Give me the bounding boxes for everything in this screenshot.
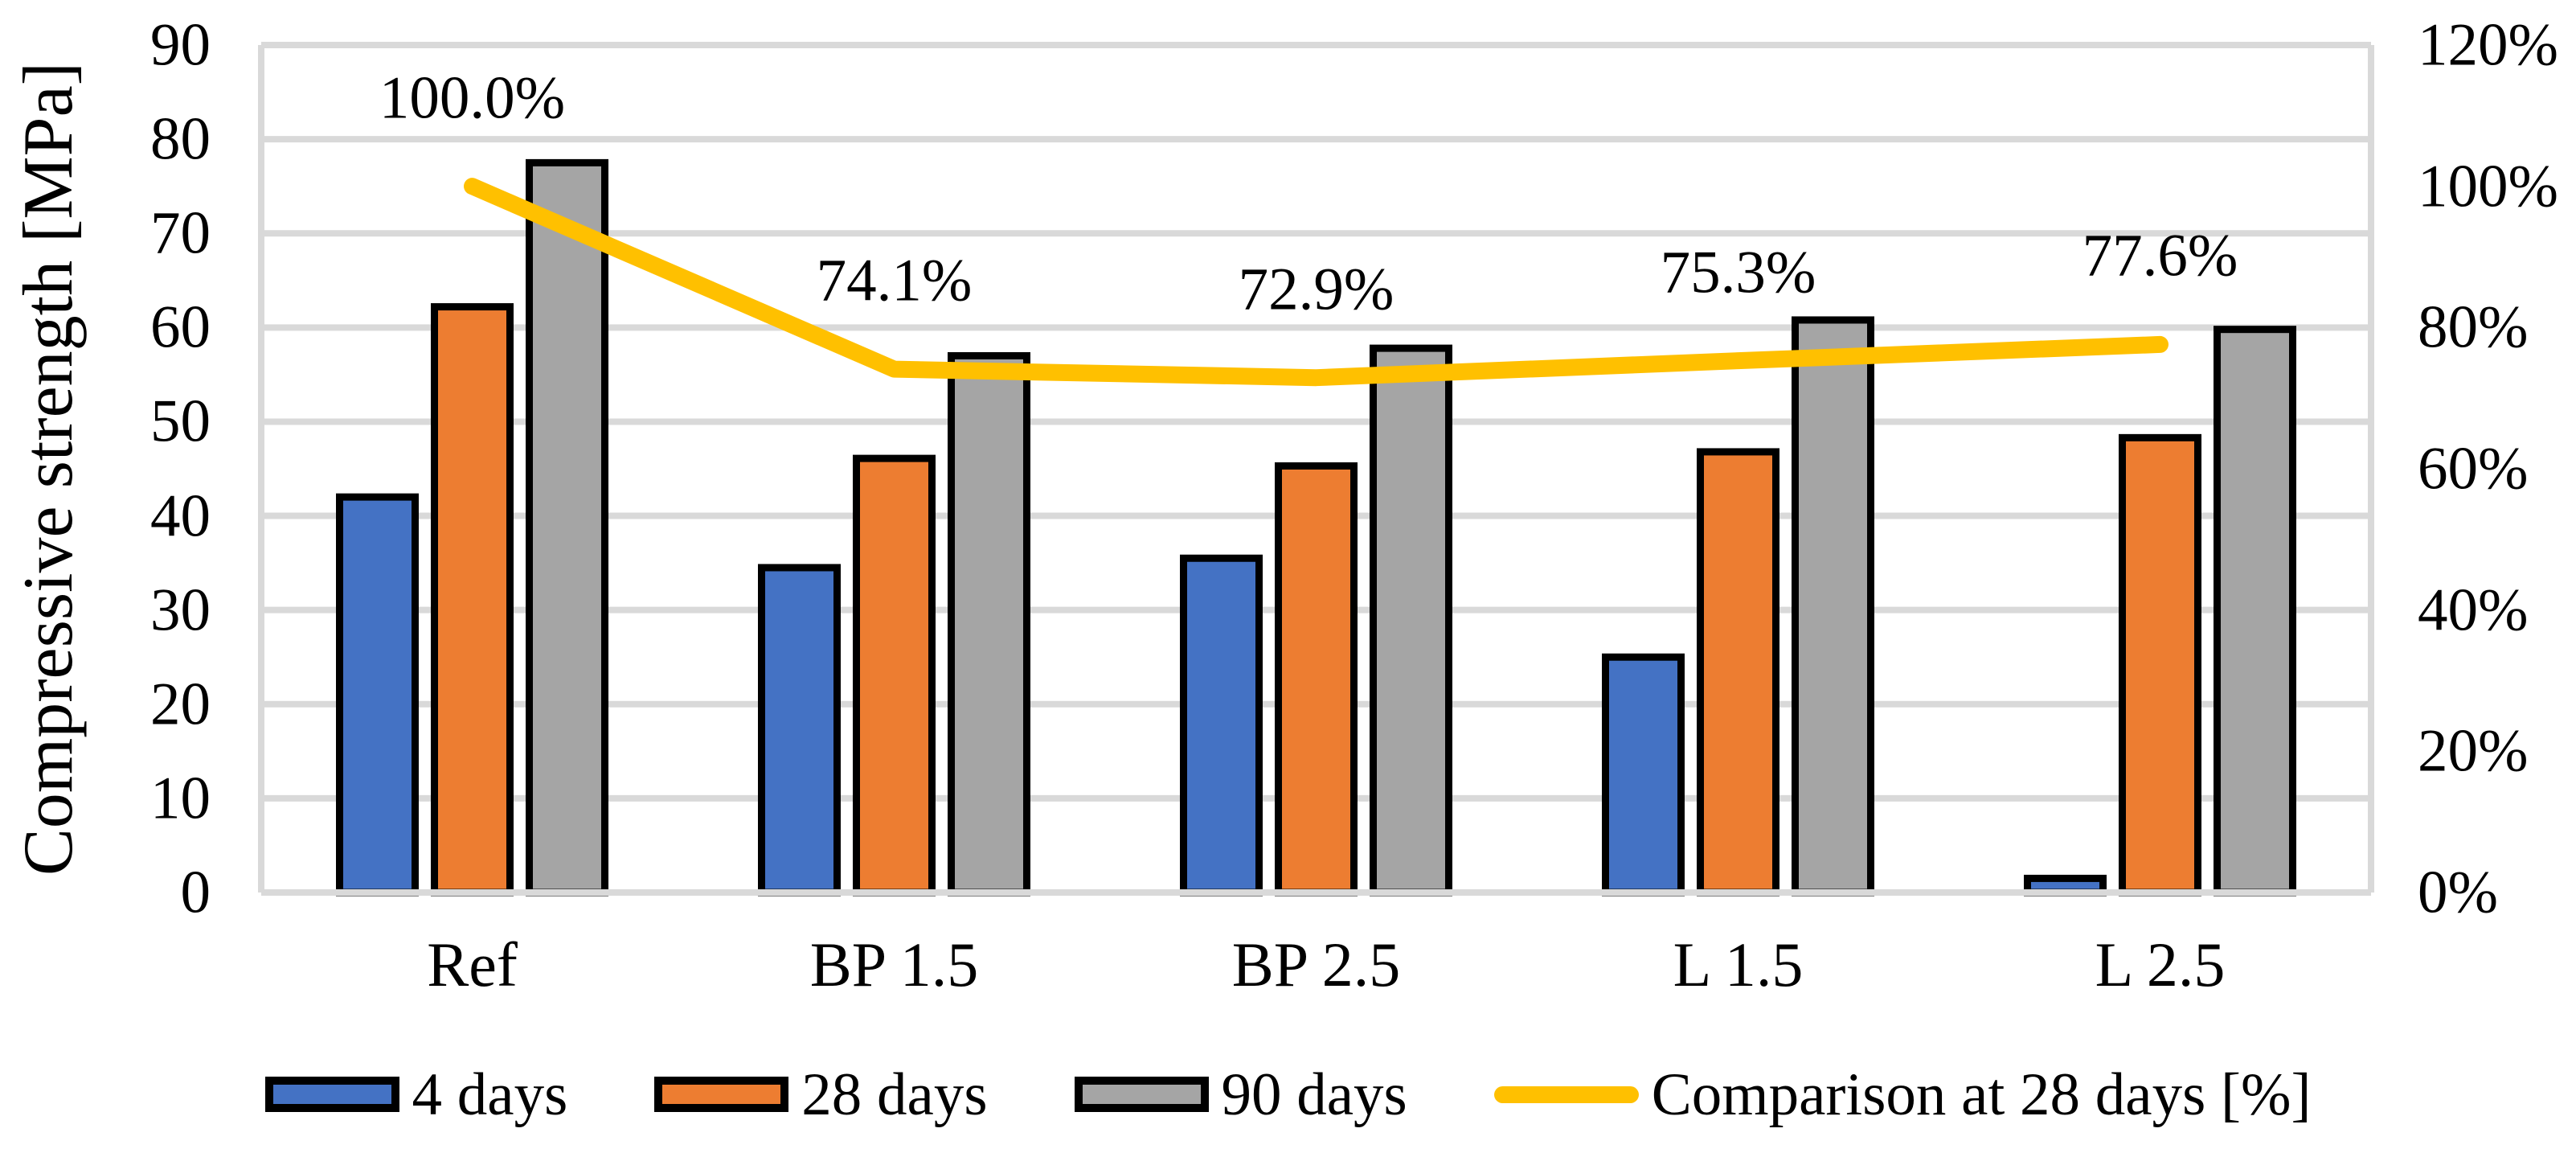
bar-4-days-Ref [336, 493, 419, 897]
category-label-BP-1.5: BP 1.5 [809, 929, 979, 999]
left-axis-tick-10: 10 [150, 765, 211, 832]
legend-swatch-icon [654, 1077, 789, 1112]
line-point-label-Ref: 100.0% [379, 64, 566, 132]
right-axis-tick-80%: 80% [2418, 293, 2529, 361]
category-label-L-1.5: L 1.5 [1673, 929, 1804, 999]
line-point-label-L-2.5: 77.6% [2082, 222, 2238, 289]
legend-label: 90 days [1221, 1061, 1407, 1128]
bar-28-days-BP-1.5 [853, 454, 936, 897]
left-axis-tick-90: 90 [150, 11, 211, 79]
bar-90-days-L-2.5 [2214, 326, 2296, 897]
left-axis-tick-20: 20 [150, 671, 211, 738]
left-axis-tick-70: 70 [150, 199, 211, 267]
bar-90-days-Ref [526, 158, 608, 897]
left-axis-tick-60: 60 [150, 293, 211, 361]
right-axis-tick-40%: 40% [2418, 577, 2529, 644]
bar-28-days-BP-2.5 [1275, 462, 1358, 897]
legend-line-icon [1493, 1085, 1639, 1103]
legend-item-4-days: 4 days [264, 1061, 568, 1128]
right-axis-tick-0%: 0% [2418, 859, 2498, 926]
line-point-label-BP-2.5: 72.9% [1238, 256, 1394, 323]
legend-label: 28 days [801, 1061, 988, 1128]
bar-90-days-L-1.5 [1792, 316, 1874, 897]
category-label-Ref: Ref [427, 929, 518, 999]
legend-swatch-icon [264, 1077, 399, 1112]
bar-90-days-BP-1.5 [948, 351, 1030, 897]
bar-28-days-Ref [431, 303, 514, 897]
legend-item-28-days: 28 days [654, 1061, 988, 1128]
right-axis-tick-100%: 100% [2418, 153, 2558, 220]
y-axis-title: Compressive strength [MPa] [10, 62, 88, 876]
right-axis-tick-120%: 120% [2418, 11, 2558, 79]
comparison-line [464, 178, 2169, 387]
right-axis-tick-20%: 20% [2418, 717, 2529, 785]
line-point-label-L-1.5: 75.3% [1660, 239, 1816, 306]
left-axis-tick-50: 50 [150, 388, 211, 455]
right-axis-tick-60%: 60% [2418, 435, 2529, 503]
left-axis-tick-30: 30 [150, 577, 211, 644]
bar-4-days-BP-2.5 [1180, 554, 1263, 897]
bar-28-days-L-2.5 [2119, 433, 2201, 897]
left-axis-tick-0: 0 [180, 859, 211, 926]
line-point-label-BP-1.5: 74.1% [816, 247, 973, 314]
left-axis-tick-80: 80 [150, 105, 211, 173]
chart-legend: 4 days 28 days 90 days Comparison at 28 day… [0, 1058, 2576, 1131]
category-label-L-2.5: L 2.5 [2095, 929, 2226, 999]
bar-90-days-BP-2.5 [1370, 344, 1452, 897]
legend-label: Comparison at 28 days [%] [1651, 1061, 2312, 1128]
bar-4-days-L-1.5 [1602, 653, 1685, 897]
bar-4-days-BP-1.5 [758, 564, 841, 897]
legend-item-90-days: 90 days [1074, 1061, 1407, 1128]
legend-item-comparison-at-28-days-: Comparison at 28 days [%] [1493, 1061, 2312, 1128]
bar-28-days-L-1.5 [1697, 448, 1779, 897]
legend-swatch-icon [1074, 1077, 1209, 1112]
left-axis-tick-40: 40 [150, 482, 211, 550]
category-label-BP-2.5: BP 2.5 [1231, 929, 1401, 999]
legend-label: 4 days [412, 1061, 568, 1128]
